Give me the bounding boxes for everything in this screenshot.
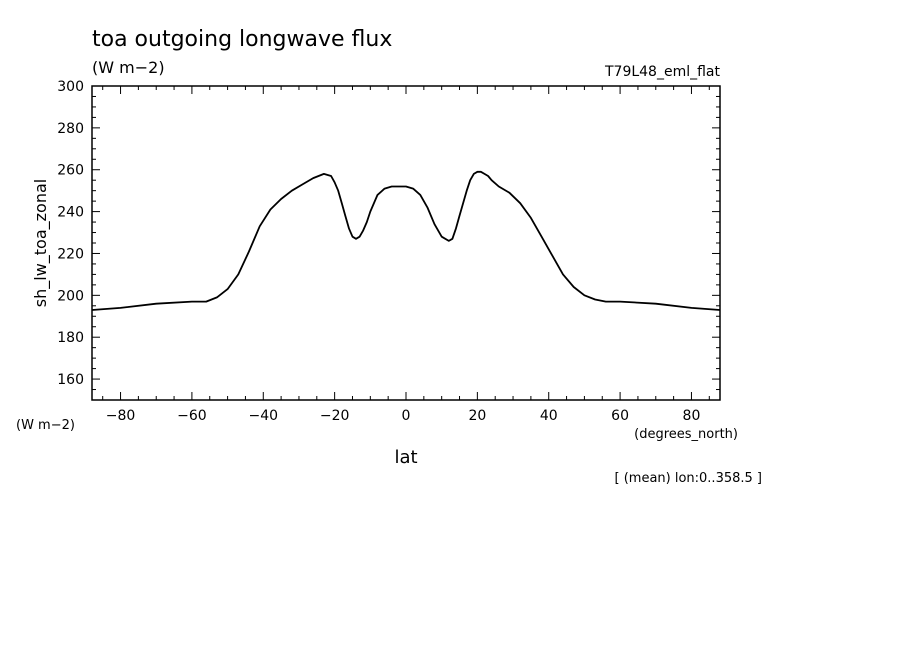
y-tick-label: 200 [57, 288, 84, 304]
x-tick-label: −40 [248, 408, 278, 424]
x-tick-label: −80 [106, 408, 136, 424]
chart-subtitle-units: (W m−2) [92, 58, 165, 77]
x-tick-label: 0 [402, 408, 411, 424]
y-axis-tick-labels: 160 180 200 220 240 260 280 300 [57, 79, 84, 388]
x-tick-label: 20 [468, 408, 486, 424]
y-axis-ticks [92, 85, 720, 401]
run-label: T79L48_eml_flat [604, 64, 721, 80]
x-axis-units: (degrees_north) [634, 427, 738, 442]
y-tick-label: 180 [57, 330, 84, 346]
x-axis-tick-labels: −80 −60 −40 −20 0 20 40 60 80 [106, 408, 701, 424]
y-axis-label: sh_lw_toa_zonal [31, 179, 51, 307]
x-axis-ticks [102, 86, 710, 400]
x-tick-label: 60 [611, 408, 629, 424]
x-tick-label: −20 [320, 408, 350, 424]
x-tick-label: 80 [683, 408, 701, 424]
y-axis-units: (W m−2) [16, 418, 75, 433]
plot-frame [91, 85, 721, 401]
chart-title: toa outgoing longwave flux [92, 27, 392, 52]
y-tick-label: 300 [57, 79, 84, 95]
y-tick-label: 160 [57, 372, 84, 388]
y-tick-label: 260 [57, 163, 84, 179]
x-tick-label: −60 [177, 408, 207, 424]
y-tick-label: 220 [57, 246, 84, 262]
x-tick-label: 40 [540, 408, 558, 424]
footnote: [ (mean) lon:0..358.5 ] [615, 471, 763, 486]
x-axis-label: lat [394, 447, 417, 468]
series-line [91, 170, 721, 311]
y-tick-label: 240 [57, 205, 84, 221]
y-tick-label: 280 [57, 121, 84, 137]
